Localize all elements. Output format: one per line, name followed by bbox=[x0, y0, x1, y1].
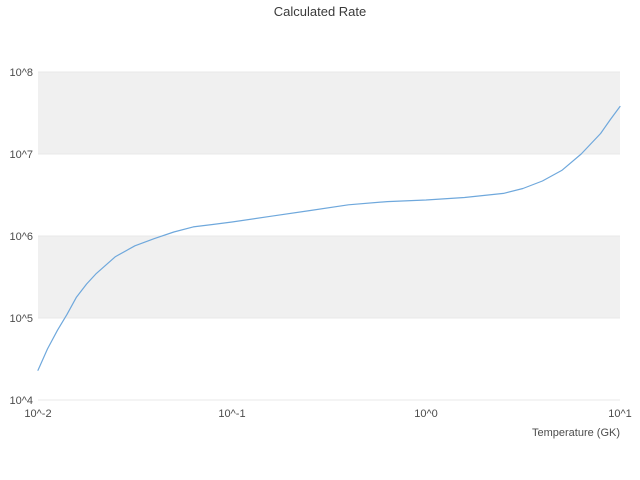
x-tick-label: 10^-2 bbox=[24, 408, 51, 420]
chart-title: Calculated Rate bbox=[274, 4, 367, 19]
x-tick-label: 10^1 bbox=[608, 408, 632, 420]
y-tick-label: 10^7 bbox=[9, 149, 33, 161]
x-axis-label: Temperature (GK) bbox=[532, 427, 620, 439]
y-tick-label: 10^4 bbox=[9, 395, 33, 407]
grid-lines bbox=[38, 71, 620, 401]
y-tick-label: 10^8 bbox=[9, 67, 33, 79]
decade-band bbox=[38, 236, 620, 318]
band-shading bbox=[38, 72, 620, 318]
decade-band bbox=[38, 72, 620, 154]
x-tick-label: 10^0 bbox=[414, 408, 438, 420]
x-tick-label: 10^-1 bbox=[218, 408, 245, 420]
rate-line-layer bbox=[37, 105, 621, 371]
rate-line bbox=[37, 105, 621, 371]
y-tick-label: 10^6 bbox=[9, 231, 33, 243]
y-tick-label: 10^5 bbox=[9, 313, 33, 325]
axis-tick-labels: 10^-2 10^-1 10^0 10^1 10^4 10^5 10^6 10^7 10^8 bbox=[9, 67, 631, 420]
